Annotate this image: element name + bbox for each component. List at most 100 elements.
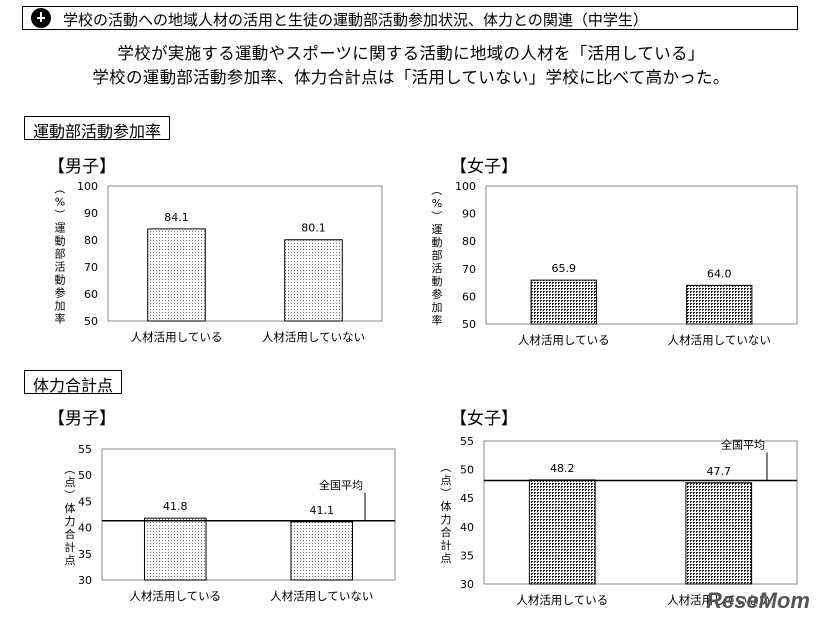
x-tick-label: 人材活用している xyxy=(516,593,608,607)
y-tick-label: 55 xyxy=(460,435,474,448)
y-axis-label-char: 部 xyxy=(432,248,443,262)
y-axis-label-char: 力 xyxy=(65,515,76,528)
bar xyxy=(686,284,753,325)
y-axis-label-char: 点 xyxy=(441,552,452,565)
y-tick-label: 40 xyxy=(460,521,474,534)
chart-title-participation-boys: 【男子】 xyxy=(48,157,116,177)
bar xyxy=(528,479,596,585)
bar xyxy=(685,482,753,585)
y-axis-label-char: 点 xyxy=(65,554,76,567)
y-tick-label: 30 xyxy=(460,578,474,591)
x-tick-label: 人材活用していない xyxy=(270,589,373,603)
y-axis-label-char: ） xyxy=(63,490,76,501)
y-axis-label-char: 運 xyxy=(55,222,66,235)
y-axis-label-char: 部 xyxy=(55,247,66,261)
y-axis-label-char: 計 xyxy=(65,540,76,554)
x-tick-label: 人材活用していない xyxy=(668,333,771,347)
section-label-fitness: 体力合計点 xyxy=(24,370,123,395)
x-tick-label: 人材活用している xyxy=(518,333,610,347)
chart-3: 303540455055（点）体力合計点48.2人材活用している47.7人材活用… xyxy=(439,435,798,607)
y-tick-label: 35 xyxy=(460,549,474,562)
x-tick-label: 人材活用していない xyxy=(262,330,365,344)
y-axis-label-char: 活 xyxy=(55,261,66,274)
summary-line-1: 学校が実施する運動やスポーツに関する活動に地域の人材を「活用している」 xyxy=(117,44,705,63)
chart-title-fitness-girls: 【女子】 xyxy=(450,409,518,429)
data-label: 41.1 xyxy=(310,504,335,517)
x-tick-label: 人材活用している xyxy=(129,589,221,603)
y-axis-label-char: ） xyxy=(430,211,443,222)
y-tick-label: 50 xyxy=(78,469,92,482)
y-axis-label-char: 体 xyxy=(441,499,452,513)
y-axis-label-char: 動 xyxy=(55,273,66,287)
y-tick-label: 80 xyxy=(462,235,476,248)
y-axis-label-char: 合 xyxy=(441,525,452,539)
y-axis-label-char: 計 xyxy=(441,538,452,552)
y-axis-label-char: 運 xyxy=(432,223,443,236)
y-tick-label: 50 xyxy=(84,315,98,328)
y-axis-label-char: （ xyxy=(430,185,443,196)
y-axis-label-char: 点 xyxy=(65,476,76,489)
chart-2: 303540455055（点）体力合計点41.8人材活用している41.1人材活用… xyxy=(63,443,396,603)
summary-line-2: 学校の運動部活動参加率、体力合計点は「活用していない」学校に比べて高かった。 xyxy=(92,68,730,87)
section-label-participation: 運動部活動参加率 xyxy=(24,116,171,141)
y-tick-label: 40 xyxy=(78,522,92,535)
y-tick-label: 100 xyxy=(77,180,98,193)
header-title: 学校の活動への地域人材の活用と生徒の運動部活動参加状況、体力との関連（中学生） xyxy=(63,11,648,29)
reference-label: 全国平均 xyxy=(721,437,765,451)
x-tick-label: 人材活用している xyxy=(131,330,223,344)
y-tick-label: 90 xyxy=(84,207,98,220)
bar xyxy=(530,279,597,325)
y-tick-label: 50 xyxy=(462,318,476,331)
y-tick-label: 60 xyxy=(462,290,476,303)
y-axis-label-char: 率 xyxy=(432,313,443,327)
data-label: 47.7 xyxy=(707,465,732,478)
data-label: 65.9 xyxy=(552,262,577,275)
y-axis-label-char: 参 xyxy=(432,287,443,301)
header-box: 学校の活動への地域人材の活用と生徒の運動部活動参加状況、体力との関連（中学生） xyxy=(22,6,798,30)
y-axis-label-char: 活 xyxy=(432,262,443,275)
y-axis-label-char: 動 xyxy=(55,234,66,248)
y-tick-label: 55 xyxy=(78,443,92,456)
y-tick-label: 100 xyxy=(455,180,476,193)
y-axis-label-char: 動 xyxy=(432,235,443,249)
y-tick-label: 80 xyxy=(84,234,98,247)
y-axis-label-char: % xyxy=(432,197,442,210)
y-tick-label: 50 xyxy=(460,464,474,477)
y-axis-label-char: % xyxy=(55,196,65,209)
data-label: 48.2 xyxy=(550,462,575,475)
y-axis-label-char: ） xyxy=(439,488,452,499)
x-tick-label: 人材活用していない xyxy=(667,593,770,607)
y-axis-label-char: ） xyxy=(53,209,66,220)
y-axis-label-char: 加 xyxy=(432,301,443,314)
chart-title-fitness-boys: 【男子】 xyxy=(48,409,116,429)
y-axis-label-char: （ xyxy=(439,462,452,473)
watermark-logo: ReseMom xyxy=(706,588,810,613)
plot-frame xyxy=(101,448,396,581)
plot-frame xyxy=(485,185,798,325)
y-tick-label: 30 xyxy=(78,574,92,587)
data-label: 64.0 xyxy=(707,267,732,280)
bar xyxy=(290,521,354,581)
chart-1: 50 60 70 80 90 100 （%）運動部活動参加率 65.9 人材活用している 64.0… xyxy=(430,180,798,347)
y-axis-label-char: （ xyxy=(53,183,66,194)
plot-frame xyxy=(483,440,798,585)
y-axis-label-char: 率 xyxy=(55,312,66,326)
y-axis-label-char: 体 xyxy=(65,501,76,515)
y-tick-label: 35 xyxy=(78,548,92,561)
bar xyxy=(147,228,206,322)
y-tick-label: 60 xyxy=(84,288,98,301)
bar xyxy=(143,517,207,581)
section-number-icon xyxy=(31,8,51,28)
data-label: 80.1 xyxy=(301,222,326,235)
y-axis-label-char: 参 xyxy=(55,286,66,300)
y-tick-label: 90 xyxy=(462,208,476,221)
reference-label: 全国平均 xyxy=(319,478,363,492)
y-axis-label-char: 動 xyxy=(432,274,443,288)
chart-title-participation-girls: 【女子】 xyxy=(450,157,518,177)
y-axis-label-char: 力 xyxy=(441,513,452,526)
plot-frame xyxy=(107,185,383,322)
y-tick-label: 70 xyxy=(462,263,476,276)
y-axis-label-char: 加 xyxy=(55,300,66,313)
chart-0: 50 60 70 80 90 100 （%） 運動部活動参加率 84.1 人材活用している 80.1… xyxy=(53,180,383,344)
